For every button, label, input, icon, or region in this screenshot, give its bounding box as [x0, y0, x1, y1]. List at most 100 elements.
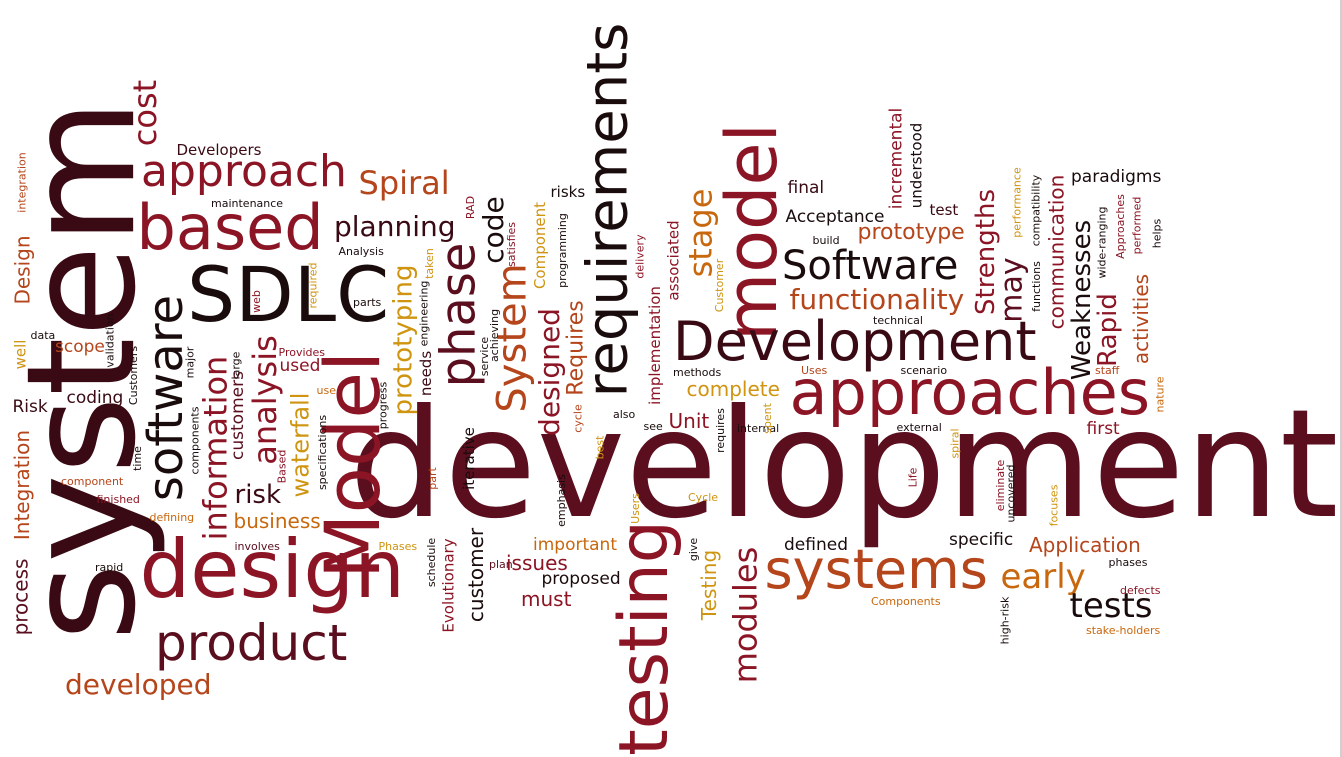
- cloud-word-performed: performed: [1130, 196, 1144, 254]
- cloud-word-application: Application: [1029, 533, 1141, 557]
- cloud-word-spent: spent: [760, 402, 774, 434]
- cloud-word-used: used: [279, 355, 321, 376]
- cloud-word-integration: integration: [15, 151, 29, 213]
- cloud-word-taken: taken: [422, 247, 436, 279]
- cloud-word-risk: risk: [234, 480, 282, 510]
- cloud-word-external: external: [896, 420, 942, 434]
- cloud-word-provides: Provides: [278, 345, 326, 359]
- cloud-word-defects: defects: [1120, 583, 1161, 597]
- cloud-word-prototyping: prototyping: [387, 264, 418, 416]
- cloud-word-parts: parts: [353, 295, 382, 309]
- cloud-word-methods: methods: [673, 365, 722, 379]
- cloud-word-emphasis: emphasis: [554, 473, 568, 527]
- cloud-word-defining: defining: [149, 510, 195, 524]
- cloud-word-spiral: spiral: [948, 427, 962, 459]
- cloud-word-testing: testing: [604, 520, 684, 756]
- cloud-word-build: build: [812, 233, 840, 247]
- cloud-word-uses: Uses: [801, 363, 828, 377]
- cloud-word-requires: Requires: [563, 300, 589, 396]
- cloud-word-helps: helps: [1150, 218, 1164, 248]
- cloud-word-involves: involves: [234, 539, 280, 553]
- cloud-word-design: Design: [10, 235, 35, 305]
- cloud-word-schedule: schedule: [424, 537, 438, 587]
- cloud-word-issues: issues: [506, 551, 568, 575]
- cloud-word-approaches: Approaches: [1113, 193, 1127, 259]
- cloud-word-proposed: proposed: [541, 568, 621, 589]
- cloud-word-complete: complete: [686, 377, 780, 401]
- cloud-word-activities: activities: [1129, 273, 1154, 365]
- cloud-word-large: large: [229, 351, 243, 379]
- cloud-word-business: business: [233, 509, 321, 533]
- cloud-word-functions: functions: [1029, 260, 1043, 312]
- cloud-word-rad: RAD: [463, 195, 477, 219]
- cloud-word-waterfall: waterfall: [285, 392, 314, 498]
- cloud-word-integration: Integration: [10, 429, 35, 541]
- cloud-word-performance: performance: [1010, 166, 1024, 238]
- cloud-word-risks: risks: [550, 182, 586, 201]
- cloud-word-planning: planning: [334, 210, 456, 243]
- cloud-word-maintenance: maintenance: [211, 196, 284, 210]
- cloud-word-design: design: [139, 523, 405, 616]
- cloud-word-stake-holders: stake-holders: [1086, 623, 1161, 637]
- cloud-word-implementation: implementation: [645, 285, 664, 405]
- cloud-word-needs: needs: [416, 350, 435, 396]
- cloud-word-important: important: [533, 534, 617, 555]
- cloud-word-customers: Customers: [126, 345, 140, 405]
- cloud-word-software: software: [138, 294, 195, 502]
- cloud-word-tests: tests: [1069, 586, 1153, 626]
- cloud-word-validation: validation: [103, 312, 117, 368]
- cloud-word-testing: Testing: [697, 549, 722, 621]
- cloud-word-prototype: prototype: [857, 220, 965, 245]
- cloud-word-incremental: incremental: [886, 107, 907, 209]
- cloud-word-analysis: analysis: [245, 335, 284, 465]
- cloud-word-phase: phase: [429, 242, 486, 388]
- cloud-word-wide-ranging: wide-ranging: [1095, 206, 1109, 278]
- cloud-word-progress: progress: [376, 381, 390, 429]
- cloud-word-high-risk: high-risk: [998, 596, 1012, 644]
- cloud-word-achieving: achieving: [487, 308, 501, 362]
- cloud-word-rapid: Rapid: [1092, 293, 1123, 367]
- cloud-word-finished: finished: [96, 492, 140, 506]
- cloud-word-customers: customers: [227, 370, 248, 460]
- cloud-word-modules: modules: [725, 546, 764, 684]
- cloud-word-customer: customer: [464, 527, 489, 623]
- cloud-word-understood: understood: [907, 122, 926, 208]
- cloud-word-phases: Phases: [378, 539, 418, 553]
- cloud-word-unit: Unit: [668, 409, 710, 433]
- cloud-word-technical: technical: [873, 313, 923, 327]
- cloud-word-phases: phases: [1108, 555, 1148, 569]
- cloud-word-component: Component: [530, 201, 549, 289]
- cloud-word-risk: Risk: [12, 396, 48, 417]
- cloud-word-engineering: engineering: [417, 280, 431, 346]
- cloud-word-developed: developed: [65, 668, 212, 701]
- cloud-word-spiral: Spiral: [358, 164, 450, 202]
- cloud-word-components: Components: [871, 594, 941, 608]
- cloud-word-code: code: [476, 196, 510, 264]
- cloud-word-must: must: [521, 587, 572, 611]
- cloud-word-developers: Developers: [176, 140, 262, 159]
- cloud-word-programming: programming: [555, 212, 569, 288]
- cloud-word-major: major: [183, 346, 197, 378]
- cloud-word-compatibility: compatibility: [1029, 174, 1043, 246]
- cloud-word-cycle: Cycle: [688, 490, 719, 504]
- cloud-word-based: Based: [275, 449, 289, 483]
- cloud-word-weaknesses: Weaknesses: [1067, 219, 1098, 381]
- cloud-word-iterative: iterative: [459, 426, 478, 490]
- cloud-word-requires: requires: [713, 407, 727, 453]
- cloud-word-sdlc: SDLC: [187, 250, 390, 339]
- cloud-word-coding: coding: [66, 387, 124, 408]
- cloud-word-focuses: focuses: [1047, 484, 1061, 526]
- cloud-word-give: give: [686, 537, 700, 561]
- cloud-word-plan: plan: [489, 557, 513, 571]
- cloud-word-first: first: [1086, 418, 1120, 439]
- cloud-word-software: Software: [782, 243, 959, 289]
- cloud-word-scope: scope: [55, 336, 105, 357]
- cloud-word-delivery: delivery: [633, 233, 647, 279]
- cloud-word-required: required: [306, 261, 320, 309]
- cloud-word-see: see: [643, 419, 663, 433]
- cloud-word-time: time: [130, 445, 144, 471]
- cloud-word-satisfies: satisfies: [504, 221, 518, 267]
- cloud-word-early: early: [1000, 557, 1086, 597]
- cloud-word-defined: defined: [784, 534, 848, 555]
